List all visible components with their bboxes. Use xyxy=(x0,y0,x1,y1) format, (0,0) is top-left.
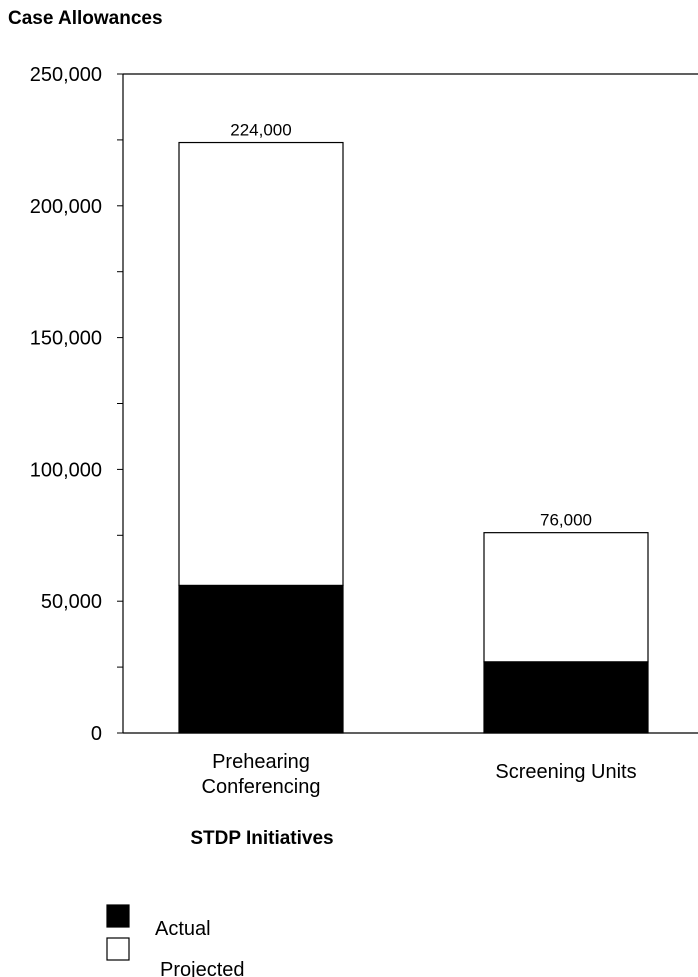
y-axis-title: Case Allowances xyxy=(8,8,163,29)
y-tick-label: 0 xyxy=(91,723,102,745)
legend-label-actual: Actual xyxy=(155,918,211,940)
category-label-line: Screening Units xyxy=(495,761,636,783)
bar-segment-projected xyxy=(178,141,344,586)
bar-segment-actual xyxy=(483,661,649,734)
x-axis-title: STDP Initiatives xyxy=(190,828,333,849)
plot-area: 0 50,000 100,000 150,000 200,000 250,000 224,0… xyxy=(30,64,698,798)
bar-total-label: 224,000 xyxy=(230,121,291,140)
legend-label-projected: Projected xyxy=(160,959,245,977)
category-label: Screening Units xyxy=(495,761,636,783)
y-tick-label: 250,000 xyxy=(30,64,102,86)
bar-segment-actual xyxy=(178,584,344,734)
category-label-line: Prehearing xyxy=(212,751,310,773)
bar-segment-projected xyxy=(483,532,649,663)
category-label-line: Conferencing xyxy=(202,776,321,798)
legend: Actual Projected xyxy=(106,904,245,977)
y-tick-label: 100,000 xyxy=(30,459,102,481)
legend-swatch-actual xyxy=(106,904,130,928)
y-tick-label: 150,000 xyxy=(30,328,102,350)
category-label: Prehearing Conferencing xyxy=(202,751,321,798)
legend-swatch-projected xyxy=(106,937,130,961)
bar-total-label: 76,000 xyxy=(540,511,592,530)
y-tick-label: 200,000 xyxy=(30,196,102,218)
y-tick-label: 50,000 xyxy=(41,591,102,613)
